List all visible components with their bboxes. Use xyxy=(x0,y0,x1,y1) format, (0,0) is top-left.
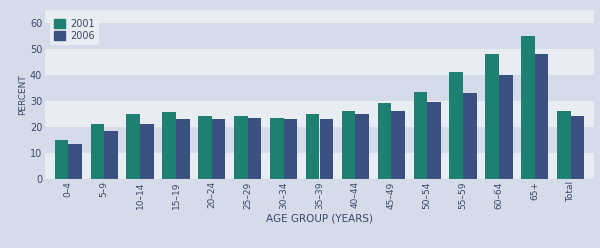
Bar xyxy=(248,118,262,179)
Bar xyxy=(413,92,427,179)
Bar xyxy=(163,112,176,179)
Bar xyxy=(485,54,499,179)
Bar xyxy=(176,119,190,179)
Bar xyxy=(45,153,594,179)
Bar xyxy=(55,140,68,179)
Bar xyxy=(320,119,333,179)
Bar xyxy=(45,127,594,153)
Bar xyxy=(284,119,297,179)
Bar xyxy=(499,75,512,179)
Bar xyxy=(45,49,594,75)
Bar xyxy=(45,23,594,49)
Bar xyxy=(427,102,441,179)
Bar xyxy=(104,130,118,179)
Bar xyxy=(127,114,140,179)
Y-axis label: PERCENT: PERCENT xyxy=(18,74,27,115)
Bar xyxy=(391,111,405,179)
Bar xyxy=(557,111,571,179)
Bar xyxy=(140,124,154,179)
Bar xyxy=(198,116,212,179)
Bar xyxy=(377,103,391,179)
Bar xyxy=(535,54,548,179)
Bar xyxy=(45,101,594,127)
Bar xyxy=(449,72,463,179)
Bar xyxy=(45,75,594,101)
Bar xyxy=(521,36,535,179)
Bar xyxy=(342,111,355,179)
Bar xyxy=(571,116,584,179)
Bar xyxy=(355,114,369,179)
Bar xyxy=(68,144,82,179)
Bar xyxy=(234,116,248,179)
Bar xyxy=(306,114,319,179)
Bar xyxy=(91,124,104,179)
Bar xyxy=(212,119,226,179)
Bar xyxy=(270,118,284,179)
X-axis label: AGE GROUP (YEARS): AGE GROUP (YEARS) xyxy=(266,213,373,223)
Bar xyxy=(463,93,476,179)
Legend: 2001, 2006: 2001, 2006 xyxy=(50,15,99,44)
